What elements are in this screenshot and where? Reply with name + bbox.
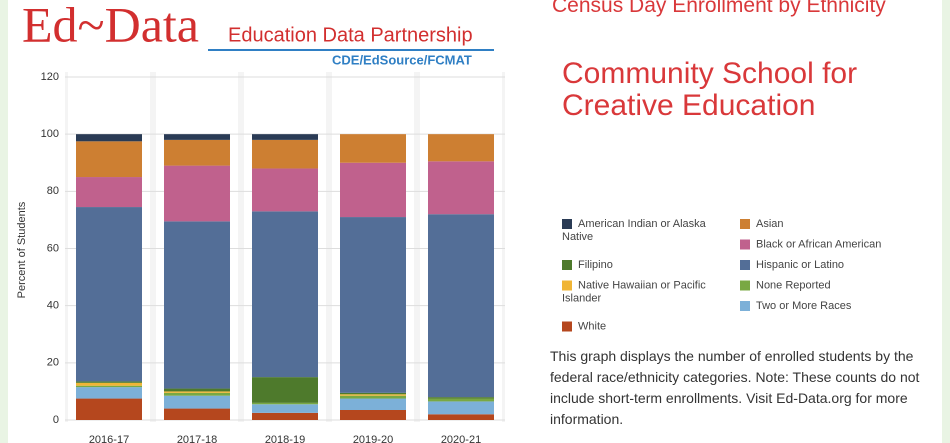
bar-segment — [164, 221, 230, 389]
bar-segment — [76, 134, 142, 142]
legend-label: Hispanic or Latino — [756, 259, 844, 271]
bar-segment — [76, 385, 142, 388]
bar-segment — [76, 141, 142, 178]
bar-segment — [340, 395, 406, 399]
bar-segment — [164, 139, 230, 166]
y-tick-label: 0 — [53, 414, 59, 426]
legend-swatch — [562, 321, 572, 332]
bar-segment — [76, 177, 142, 208]
bar-segment — [164, 395, 230, 409]
legend-label: Two or More Races — [756, 300, 852, 312]
bar-segment — [340, 394, 406, 396]
legend-swatch — [740, 280, 750, 291]
legend-swatch — [562, 219, 572, 229]
bar-segment — [340, 134, 406, 163]
bar-segment — [76, 387, 142, 399]
bar-segment — [340, 162, 406, 218]
legend-swatch — [740, 239, 750, 250]
bar-segment — [428, 134, 494, 162]
legend-label: Native Hawaiian or Pacific Islander — [562, 279, 706, 304]
legend-label: Black or African American — [756, 238, 881, 250]
bar-segment — [252, 211, 318, 378]
chart-title: Census Day Enrollment by Ethnicity — [552, 0, 886, 17]
bar-segment — [340, 392, 406, 395]
bar-segment — [164, 391, 230, 393]
bar-segment — [164, 408, 230, 420]
y-tick-label: 100 — [41, 128, 59, 140]
x-tick-label: 2017-18 — [177, 434, 217, 443]
legend-label: None Reported — [756, 279, 831, 291]
chart-subtitle: Community School for Creative Education — [562, 57, 858, 122]
bar-segment — [76, 398, 142, 420]
logo-name: Ed~Data — [22, 0, 199, 52]
logo-tagline: Education Data Partnership — [228, 24, 473, 46]
legend-swatch — [562, 260, 572, 270]
bar-segment — [252, 412, 318, 420]
panel: Ed~Data Education Data Partnership CDE/E… — [8, 0, 942, 443]
legend-label: Asian — [756, 218, 784, 230]
legend-label: White — [578, 320, 606, 332]
bar-segment — [76, 381, 142, 383]
chart: Ed~Data Education Data Partnership CDE/E… — [16, 0, 881, 443]
legend-label: American Indian or Alaska Native — [562, 218, 707, 243]
bar-segment — [428, 414, 494, 420]
bar-segment — [428, 161, 494, 215]
bar-segment — [340, 398, 406, 410]
bar-segment — [428, 214, 494, 398]
bar-segment — [164, 165, 230, 222]
x-tick-label: 2016-17 — [89, 434, 129, 443]
bar-segment — [428, 398, 494, 402]
bar-segment — [428, 401, 494, 415]
y-axis-label: Percent of Students — [16, 201, 28, 298]
bar-segment — [340, 409, 406, 420]
x-tick-label: 2018-19 — [265, 434, 305, 443]
bar-segment — [252, 402, 318, 405]
y-tick-label: 80 — [47, 185, 59, 197]
bar-segment — [252, 139, 318, 169]
y-tick-label: 120 — [41, 71, 59, 83]
bar-segment — [164, 134, 230, 140]
bar-segment — [76, 207, 142, 382]
bar-segment — [252, 134, 318, 140]
legend-swatch — [740, 219, 750, 229]
y-tick-label: 40 — [47, 300, 59, 312]
bar-segment — [164, 388, 230, 392]
legend-label: Filipino — [578, 259, 613, 271]
legend-swatch — [740, 301, 750, 311]
bar-segment — [340, 217, 406, 393]
bar-segment — [428, 397, 494, 399]
y-tick-label: 20 — [47, 357, 59, 369]
legend-swatch — [562, 280, 572, 291]
bar-segment — [76, 382, 142, 386]
logo-partners: CDE/EdSource/FCMAT — [332, 52, 472, 67]
bar-segment — [252, 404, 318, 413]
bar-segment — [252, 168, 318, 212]
x-tick-label: 2020-21 — [441, 434, 481, 443]
description: This graph displays the number of enroll… — [550, 348, 920, 427]
y-tick-label: 60 — [47, 242, 59, 254]
x-tick-label: 2019-20 — [353, 434, 393, 443]
bar-segment — [164, 392, 230, 396]
bar-segment — [252, 377, 318, 403]
legend-swatch — [740, 260, 750, 270]
